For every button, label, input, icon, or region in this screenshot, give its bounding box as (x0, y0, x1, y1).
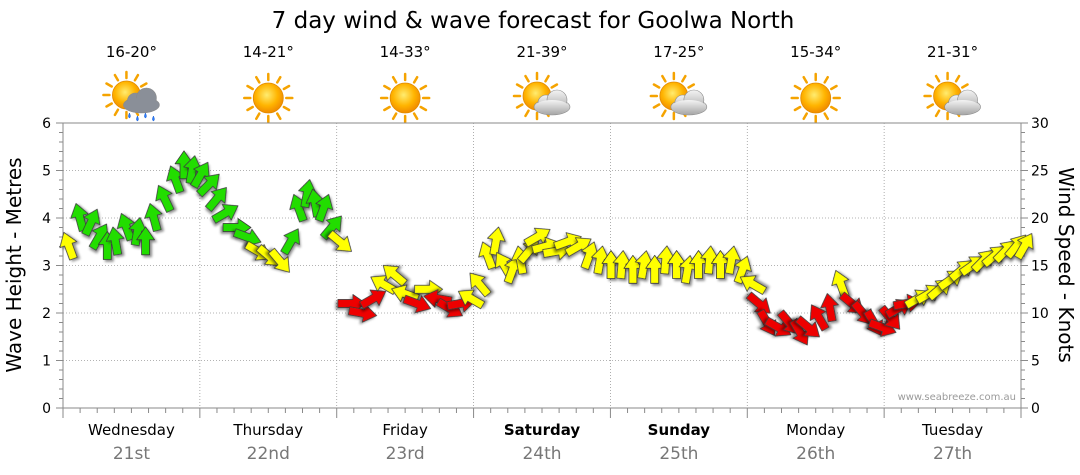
day-date-label: 27th (933, 444, 972, 464)
wind-arrow (267, 247, 290, 273)
left-tick-label: 2 (42, 306, 51, 322)
right-tick-label: 20 (1031, 211, 1049, 227)
wind-arrow (314, 194, 334, 223)
sun-cloud-rain-icon (102, 70, 160, 122)
wind-arrow (155, 185, 175, 213)
wind-arrow (59, 232, 78, 261)
wind-arrow (327, 229, 352, 252)
wind-arrow (809, 304, 830, 332)
day-labels: Wednesday 21st Thursday 22nd Friday 23rd Satur… (88, 421, 983, 464)
wind-arrow (458, 289, 486, 310)
day-temp-label: 21-39° (516, 43, 567, 61)
sun-rays (243, 72, 294, 124)
wind-arrow (204, 187, 227, 212)
sun-icon (379, 72, 431, 124)
wind-arrow (280, 228, 300, 256)
day-date-label: 26th (796, 444, 835, 464)
day-name-label: Tuesday (921, 421, 983, 439)
left-tick-label: 4 (42, 211, 51, 227)
right-tick-label: 15 (1031, 259, 1049, 275)
sun-cloud-icon (649, 71, 708, 121)
sun-cloud-icon (923, 71, 981, 121)
minor-ticks (56, 122, 1028, 418)
cloud-shape (123, 87, 160, 114)
cloud-shape (533, 89, 571, 116)
wind-arrow (745, 291, 771, 314)
day-name-label: Sunday (648, 421, 711, 439)
right-axis-title: Wind Speed - Knots (1054, 167, 1078, 363)
day-name-label: Monday (786, 421, 845, 439)
right-tick-label: 10 (1031, 306, 1049, 322)
wind-arrow (81, 208, 101, 237)
day-temp-label: 17-25° (653, 43, 704, 61)
right-tick-label: 5 (1031, 354, 1040, 370)
sun-icon (243, 72, 294, 124)
left-tick-label: 5 (42, 164, 51, 180)
left-tick-label: 1 (42, 354, 51, 370)
day-temp-label: 14-33° (380, 43, 431, 61)
wind-arrows (59, 150, 1034, 346)
sun-rays (790, 72, 841, 124)
day-date-label: 25th (659, 444, 698, 464)
day-name-label: Friday (382, 421, 428, 439)
left-tick-label: 3 (42, 259, 51, 275)
wind-arrow (402, 294, 432, 314)
day-temp-label: 16-20° (106, 43, 157, 61)
wind-arrow (487, 226, 506, 256)
day-date-label: 21st (113, 444, 150, 464)
day-name-label: Thursday (232, 421, 303, 439)
chart-title: 7 day wind & wave forecast for Goolwa No… (272, 8, 795, 34)
wind-arrow (105, 226, 125, 256)
day-date-label: 22nd (247, 444, 290, 464)
wind-arrow (144, 203, 163, 232)
sun-rays (379, 72, 431, 124)
wind-arrow (319, 215, 342, 241)
day-temp-label: 14-21° (243, 43, 294, 61)
wind-arrow (795, 315, 820, 338)
day-date-label: 23rd (386, 444, 425, 464)
watermark-credit: www.seabreeze.com.au (898, 392, 1016, 403)
day-temp-label: 15-34° (790, 43, 841, 61)
wind-arrow (196, 173, 220, 198)
left-tick-label: 6 (42, 116, 51, 132)
wind-arrow (382, 264, 408, 287)
cloud-shape (670, 89, 708, 116)
left-axis: 0 1 2 3 4 5 6 (42, 116, 51, 417)
wind-arrow (469, 272, 492, 298)
left-tick-label: 0 (42, 401, 51, 417)
plot-area (56, 122, 1034, 418)
wind-arrow (739, 275, 767, 295)
wind-arrow (211, 204, 239, 224)
day-name-label: Wednesday (88, 421, 175, 439)
wind-arrow (733, 255, 752, 285)
wind-arrow (722, 245, 742, 275)
wind-arrow (136, 226, 156, 256)
vertical-gridlines (199, 123, 885, 408)
day-name-label: Saturday (504, 421, 581, 439)
wind-arrow (359, 289, 387, 310)
cloud-shape (944, 89, 981, 116)
wind-arrow (116, 213, 136, 242)
left-axis-title: Wave Height - Metres (2, 157, 26, 372)
sun-cloud-icon (512, 71, 571, 121)
day-date-label: 24th (522, 444, 561, 464)
wind-arrow (820, 293, 839, 323)
right-axis: 0 5 10 15 20 25 30 (1031, 116, 1049, 417)
day-temp-label: 21-31° (927, 43, 978, 61)
right-tick-label: 25 (1031, 164, 1049, 180)
right-tick-label: 30 (1031, 116, 1049, 132)
sun-icon (790, 72, 841, 124)
day-headers: 16-20° 14-21° 14-33° 21-39° 17-25° 15-34° 21-3… (102, 43, 981, 124)
right-tick-label: 0 (1031, 401, 1040, 417)
wind-arrow (1013, 233, 1034, 261)
